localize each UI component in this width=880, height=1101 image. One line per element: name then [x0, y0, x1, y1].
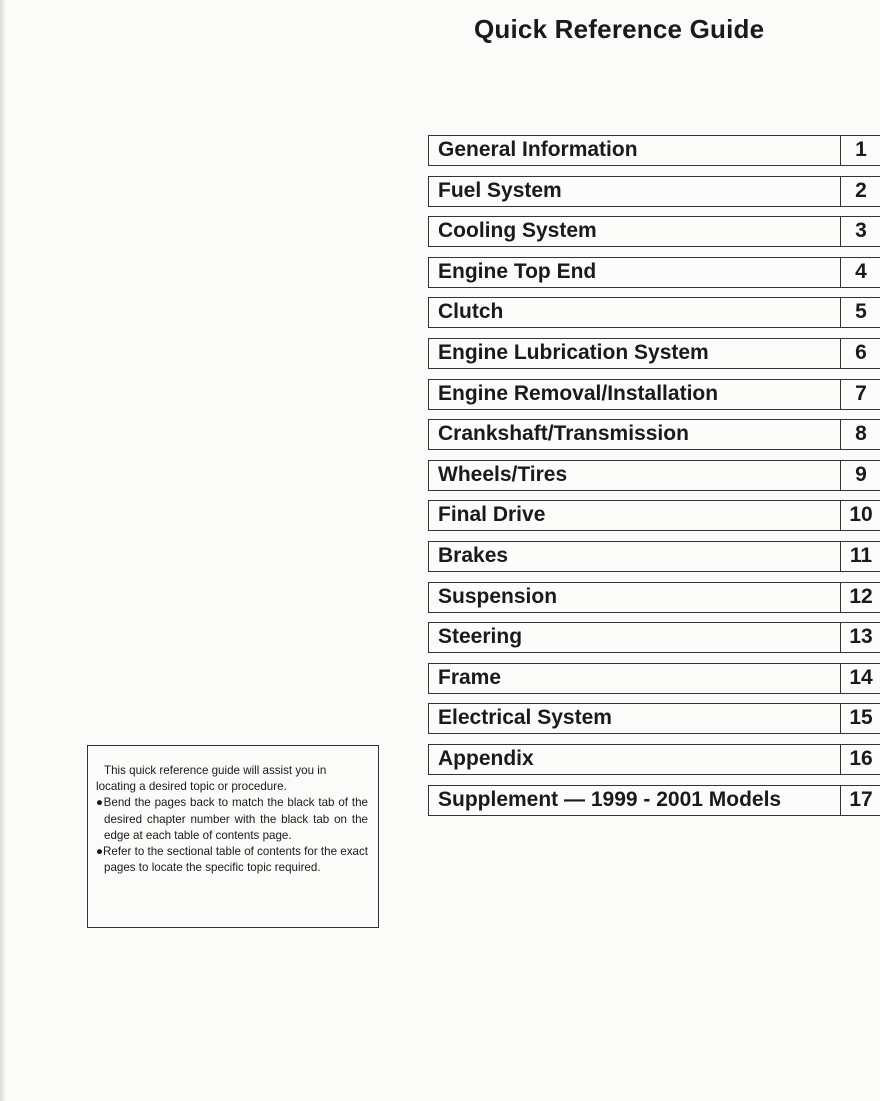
chapter-number: 3 [855, 219, 867, 243]
chapter-number: 15 [849, 706, 873, 730]
chapter-number: 5 [855, 300, 867, 324]
chapter-tab[interactable]: 6 [840, 339, 880, 368]
chapter-entry[interactable]: Final Drive 10 [428, 500, 880, 532]
chapter-tab[interactable]: 15 [840, 704, 880, 734]
chapter-name: Suspension [438, 584, 558, 608]
chapter-entry[interactable]: Electrical System 15 [428, 703, 880, 735]
chapter-tab[interactable]: 9 [840, 460, 880, 490]
chapter-name: Cooling System [438, 219, 597, 243]
chapter-entry[interactable]: Brakes 11 [428, 541, 880, 572]
chapter-number: 1 [855, 138, 867, 161]
chapter-number: 7 [855, 381, 867, 405]
chapter-name: Engine Top End [438, 259, 597, 283]
chapter-tab[interactable]: 11 [840, 542, 880, 571]
chapter-tab[interactable]: 13 [840, 623, 880, 653]
chapter-number: 12 [849, 584, 873, 608]
chapter-tab[interactable]: 5 [840, 298, 880, 328]
chapter-entry[interactable]: Crankshaft/Transmission 8 [428, 419, 880, 451]
chapter-tab[interactable]: 10 [840, 501, 880, 531]
chapter-tab[interactable]: 7 [840, 379, 880, 409]
chapter-entry[interactable]: Engine Top End 4 [428, 256, 880, 288]
chapter-tab[interactable]: 17 [840, 785, 880, 815]
chapter-number: 17 [849, 787, 873, 811]
chapter-name: Frame [438, 665, 502, 689]
chapter-number: 2 [855, 178, 867, 202]
chapter-name: Supplement — 1999 - 2001 Models [438, 787, 782, 811]
chapter-entry[interactable]: Engine Lubrication System 6 [428, 338, 880, 369]
chapter-entry[interactable]: Appendix 16 [428, 744, 880, 775]
chapter-tab[interactable]: 1 [840, 136, 880, 165]
chapter-entry[interactable]: Fuel System 2 [428, 175, 880, 207]
chapter-entry[interactable]: Cooling System 3 [428, 216, 880, 248]
note-bullet: ●Bend the pages back to match the black … [96, 796, 368, 842]
usage-note-box: This quick reference guide will assist y… [87, 745, 379, 928]
chapter-name: Fuel System [438, 178, 562, 202]
chapter-number: 13 [849, 625, 873, 649]
chapter-number: 4 [855, 259, 867, 283]
chapter-entry[interactable]: Suspension 12 [428, 581, 880, 613]
chapter-entry[interactable]: Supplement — 1999 - 2001 Models 17 [428, 784, 880, 816]
chapter-number: 16 [849, 747, 873, 770]
chapter-tab[interactable]: 3 [840, 217, 880, 247]
chapter-tab[interactable]: 12 [840, 582, 880, 612]
chapter-name: Appendix [438, 747, 534, 770]
chapter-tab[interactable]: 4 [840, 257, 880, 287]
chapter-name: Clutch [438, 300, 504, 324]
chapter-entry[interactable]: Frame 14 [428, 662, 880, 694]
chapter-tab[interactable]: 16 [840, 745, 880, 774]
page-edge-shadow [0, 0, 6, 1101]
chapter-name: Final Drive [438, 503, 546, 527]
note-intro: This quick reference guide will assist y… [96, 764, 327, 794]
chapter-name: Electrical System [438, 706, 612, 730]
chapter-name: Crankshaft/Transmission [438, 422, 689, 446]
chapter-name: Steering [438, 625, 523, 649]
chapter-number: 8 [855, 422, 867, 446]
chapter-number: 11 [849, 544, 873, 567]
chapter-name: Engine Lubrication System [438, 341, 709, 364]
chapter-name: Brakes [438, 544, 509, 567]
chapter-entry[interactable]: Clutch 5 [428, 297, 880, 329]
chapter-entry[interactable]: Steering 13 [428, 622, 880, 654]
chapter-tab[interactable]: 2 [840, 176, 880, 206]
chapter-entry[interactable]: General Information 1 [428, 135, 880, 166]
page-title: Quick Reference Guide [474, 14, 765, 44]
chapter-name: Engine Removal/Installation [438, 381, 719, 405]
chapter-tab[interactable]: 8 [840, 420, 880, 450]
chapter-number: 6 [855, 341, 867, 364]
chapter-entry[interactable]: Engine Removal/Installation 7 [428, 378, 880, 410]
chapter-name: General Information [438, 138, 638, 161]
chapter-tab[interactable]: 14 [840, 663, 880, 693]
chapter-entry[interactable]: Wheels/Tires 9 [428, 459, 880, 491]
chapter-number: 10 [849, 503, 873, 527]
note-bullet: ●Refer to the sectional table of content… [96, 845, 368, 875]
chapter-name: Wheels/Tires [438, 462, 568, 486]
chapter-number: 9 [855, 462, 867, 486]
chapter-number: 14 [849, 665, 873, 689]
